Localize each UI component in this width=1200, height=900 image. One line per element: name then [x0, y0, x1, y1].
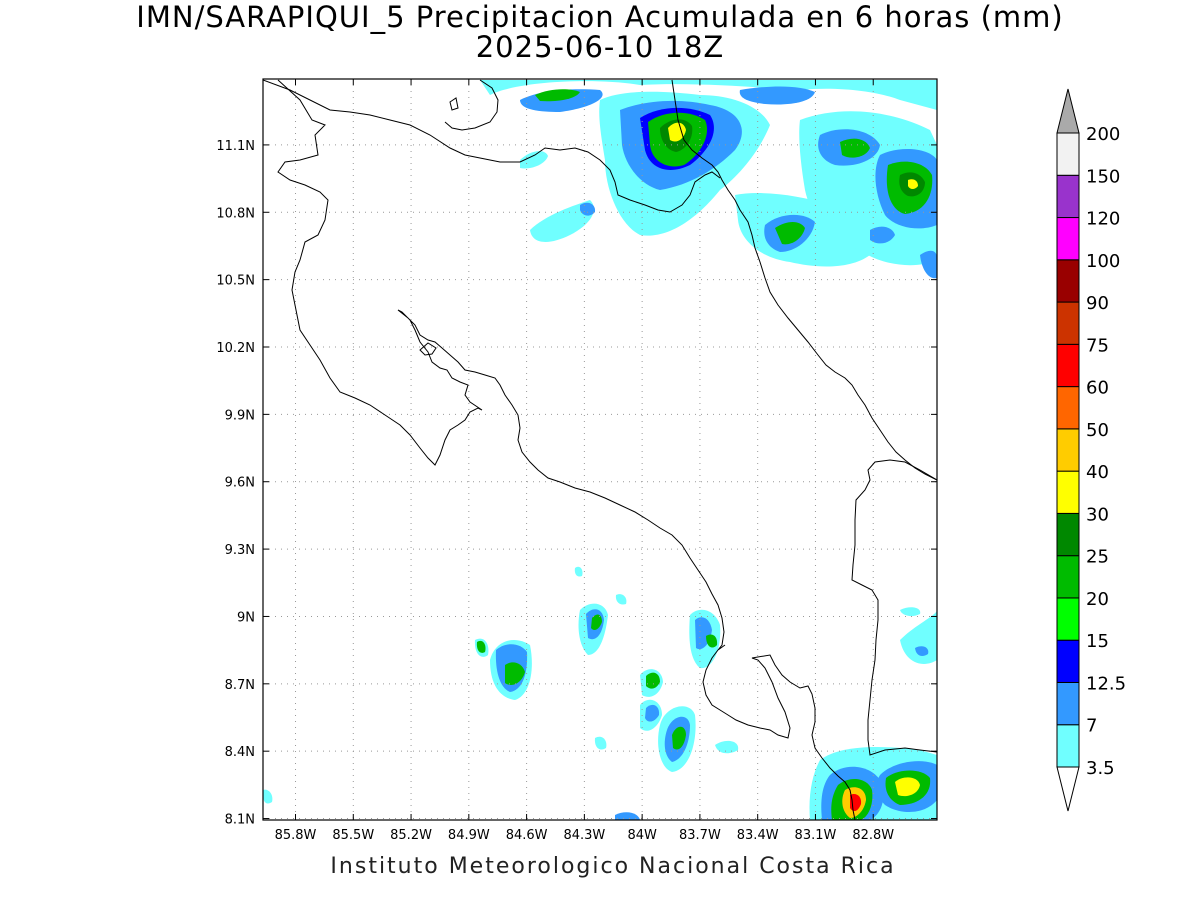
- x-tick-label: 85.8W: [275, 828, 317, 843]
- y-axis: 11.1N 10.8N 10.5N 10.2N 9.9N 9.6N 9.3N 9N 8.7N 8.…: [216, 139, 937, 828]
- colorbar-swatch: [1056, 174, 1080, 219]
- colorbar-swatch: [1056, 259, 1080, 303]
- colorbar-swatch: [1056, 512, 1080, 557]
- panama-border: [851, 459, 937, 756]
- precipitation-field: [263, 80, 937, 820]
- y-tick-label: 10.2N: [216, 341, 255, 356]
- colorbar-swatch: [1056, 132, 1080, 176]
- x-tick-label: 85.5W: [332, 828, 374, 843]
- river-border: [444, 79, 499, 131]
- x-tick-label: 83.7W: [679, 828, 721, 843]
- x-tick-label: 84.9W: [448, 828, 490, 843]
- colorbar-swatch: [1056, 217, 1080, 261]
- y-tick-label: 8.1N: [225, 813, 255, 828]
- x-tick-label: 83.1W: [795, 828, 837, 843]
- y-tick-label: 8.7N: [225, 678, 255, 693]
- x-axis: 85.8W 85.5W 85.2W 84.9W 84.6W 84.3W 84W 83.7W 83…: [275, 79, 894, 843]
- y-tick-label: 10.5N: [216, 274, 255, 289]
- x-tick-label: 82.8W: [852, 828, 894, 843]
- x-tick-label: 83.4W: [737, 828, 779, 843]
- x-tick-label: 84.6W: [506, 828, 548, 843]
- title-line-2: 2025-06-10 18Z: [475, 30, 725, 64]
- colorbar-swatch: [1056, 343, 1080, 388]
- colorbar-swatch: [1056, 681, 1080, 726]
- caribbean-coast: [671, 79, 937, 481]
- colorbar-swatch: [1056, 724, 1080, 768]
- y-tick-label: 9N: [237, 610, 255, 625]
- nicaragua-border: [263, 79, 721, 213]
- colorbar-label: 30: [1086, 504, 1109, 525]
- colorbar-swatch: [1056, 470, 1080, 514]
- colorbar-swatch: [1056, 386, 1080, 430]
- y-tick-label: 10.8N: [216, 206, 255, 221]
- colorbar-label: 7: [1086, 716, 1097, 737]
- colorbar-swatch: [1056, 428, 1080, 472]
- y-tick-label: 9.3N: [225, 543, 255, 558]
- y-tick-label: 9.9N: [225, 408, 255, 423]
- colorbar-label: 200: [1086, 124, 1120, 145]
- colorbar-label: 150: [1086, 166, 1120, 187]
- chart-title: IMN/SARAPIQUI_5 Precipitacion Acumulada …: [0, 2, 1200, 62]
- colorbar-label: 75: [1086, 335, 1109, 356]
- colorbar-label: 50: [1086, 420, 1109, 441]
- colorbar-label: 15: [1086, 631, 1109, 652]
- colorbar-max-triangle: [1056, 88, 1080, 134]
- y-tick-label: 8.4N: [225, 745, 255, 760]
- nicoya-island: [419, 342, 437, 356]
- x-tick-label: 85.2W: [390, 828, 432, 843]
- map-grid: [263, 79, 937, 820]
- colorbar-label: 12.5: [1086, 673, 1126, 694]
- small-island: [449, 97, 459, 111]
- colorbar-label: 20: [1086, 589, 1109, 610]
- colorbar-label: 100: [1086, 251, 1120, 272]
- y-tick-label: 9.6N: [225, 476, 255, 491]
- colorbar-label: 60: [1086, 378, 1109, 399]
- x-tick-label: 84.3W: [563, 828, 605, 843]
- coastline-borders: [263, 79, 937, 820]
- x-tick-label: 84W: [627, 828, 657, 843]
- colorbar-label: 3.5: [1086, 758, 1115, 779]
- colorbar-label: 40: [1086, 462, 1109, 483]
- pacific-coast: [277, 79, 856, 820]
- title-line-1: IMN/SARAPIQUI_5 Precipitacion Acumulada …: [136, 0, 1064, 34]
- colorbar-label: 90: [1086, 293, 1109, 314]
- y-tick-label: 11.1N: [216, 139, 255, 154]
- footer-credit: Instituto Meteorologico Nacional Costa R…: [330, 854, 896, 879]
- colorbar-min-triangle: [1056, 766, 1080, 812]
- colorbar-swatch: [1056, 301, 1080, 345]
- colorbar-label: 25: [1086, 547, 1109, 568]
- plot-frame: [262, 78, 938, 821]
- colorbar: 3.5 7 12.5 15 20 25 30 40 50 60 75 90 100 120 150 200: [1056, 88, 1126, 812]
- colorbar-swatch: [1056, 555, 1080, 599]
- colorbar-label: 120: [1086, 209, 1120, 230]
- colorbar-swatch: [1056, 639, 1080, 683]
- colorbar-swatch: [1056, 597, 1080, 641]
